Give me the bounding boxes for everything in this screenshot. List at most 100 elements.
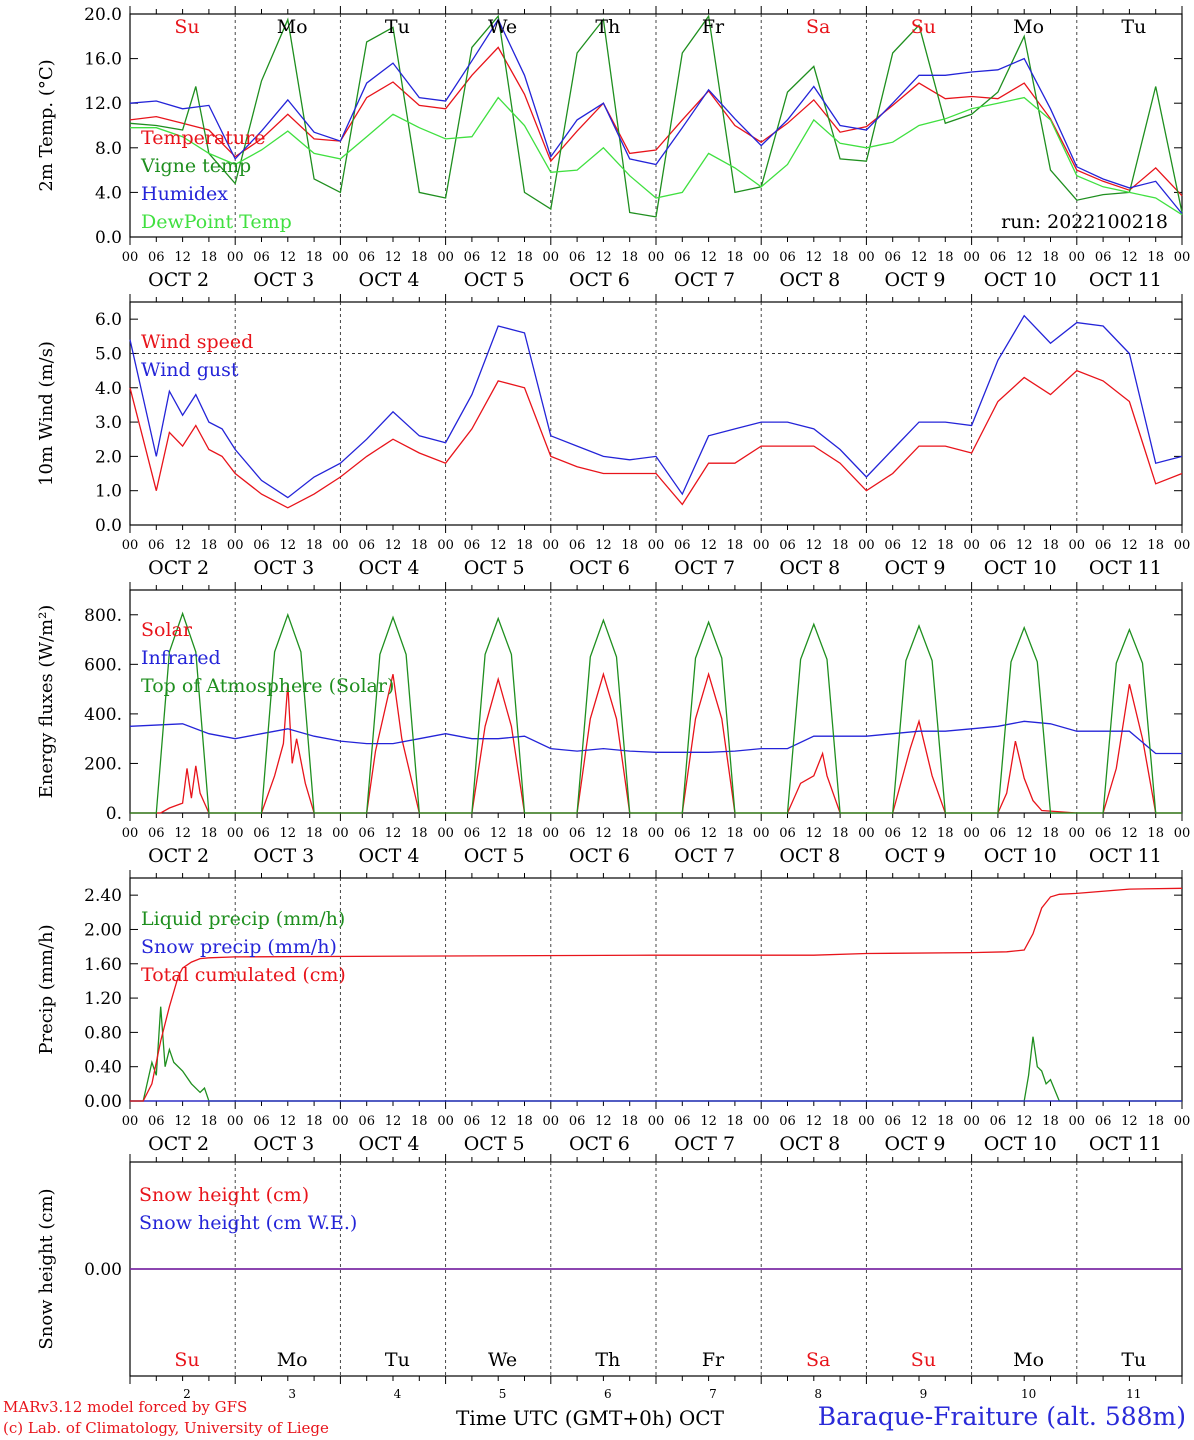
hour-tick-label: 12 <box>490 538 507 553</box>
hour-tick-label: 06 <box>358 1114 375 1129</box>
hour-tick-label: 00 <box>227 250 244 265</box>
bottom-day-number: 4 <box>394 1387 402 1401</box>
hour-tick-label: 18 <box>621 1114 638 1129</box>
hour-tick-label: 06 <box>1095 826 1112 841</box>
hour-tick-label: 18 <box>516 1114 533 1129</box>
hour-tick-label: 00 <box>332 826 349 841</box>
date-label: OCT 8 <box>779 1133 840 1155</box>
hour-tick-label: 12 <box>385 1114 402 1129</box>
date-label: OCT 6 <box>569 269 630 291</box>
hour-tick-label: 12 <box>280 826 297 841</box>
y-tick-label: 2.00 <box>84 920 122 940</box>
y-tick-label: 4.0 <box>95 183 122 203</box>
y-tick-label: 0.0 <box>95 228 122 248</box>
y-axis-label: Snow height (cm) <box>36 1188 57 1349</box>
y-tick-label: 600. <box>84 655 122 675</box>
y-tick-label: 1.20 <box>84 989 122 1009</box>
hour-tick-label: 18 <box>201 538 218 553</box>
hour-tick-label: 00 <box>122 826 139 841</box>
y-tick-label: 2.0 <box>95 447 122 467</box>
hour-tick-label: 18 <box>306 1114 323 1129</box>
y-tick-label: 4.0 <box>95 379 122 399</box>
hour-tick-label: 18 <box>832 538 849 553</box>
bottom-day-number: 2 <box>183 1387 191 1401</box>
date-label: OCT 2 <box>148 1133 209 1155</box>
date-label: OCT 11 <box>1089 1133 1162 1155</box>
hour-tick-label: 18 <box>1147 826 1164 841</box>
date-label: OCT 10 <box>984 557 1057 579</box>
hour-tick-label: 06 <box>674 826 691 841</box>
bottom-day-label: We <box>488 1349 517 1371</box>
hour-tick-label: 12 <box>280 538 297 553</box>
hour-tick-label: 12 <box>174 250 191 265</box>
hour-tick-label: 12 <box>806 538 823 553</box>
hour-tick-label: 06 <box>674 250 691 265</box>
bottom-day-number: 9 <box>920 1387 928 1401</box>
date-label: OCT 9 <box>885 557 946 579</box>
legend-entry: Infrared <box>141 647 221 669</box>
date-label: OCT 2 <box>148 557 209 579</box>
hour-tick-label: 06 <box>464 250 481 265</box>
date-label: OCT 2 <box>148 269 209 291</box>
hour-tick-label: 12 <box>385 250 402 265</box>
hour-tick-label: 06 <box>884 826 901 841</box>
hour-tick-label: 12 <box>385 826 402 841</box>
hour-tick-label: 06 <box>1095 1114 1112 1129</box>
hour-tick-label: 12 <box>806 826 823 841</box>
y-tick-label: 3.0 <box>95 413 122 433</box>
hour-tick-label: 06 <box>1095 538 1112 553</box>
date-label: OCT 10 <box>984 269 1057 291</box>
hour-tick-label: 00 <box>122 1114 139 1129</box>
hour-tick-label: 00 <box>963 250 980 265</box>
date-label: OCT 3 <box>253 1133 314 1155</box>
hour-tick-label: 06 <box>253 250 270 265</box>
hour-tick-label: 12 <box>595 538 612 553</box>
y-tick-label: 0.00 <box>84 1092 122 1112</box>
legend-entry: Top of Atmosphere (Solar) <box>141 675 394 697</box>
hour-tick-label: 18 <box>306 538 323 553</box>
hour-tick-label: 06 <box>148 1114 165 1129</box>
y-tick-label: 6.0 <box>95 310 122 330</box>
hour-tick-label: 18 <box>937 250 954 265</box>
hour-tick-label: 06 <box>358 538 375 553</box>
legend-entry: Wind speed <box>141 331 253 353</box>
top-day-label: Tu <box>385 16 410 38</box>
y-tick-label: 0.80 <box>84 1023 122 1043</box>
hour-tick-label: 12 <box>911 1114 928 1129</box>
hour-tick-label: 00 <box>753 1114 770 1129</box>
hour-tick-label: 00 <box>858 1114 875 1129</box>
top-day-label: Fr <box>702 16 725 38</box>
hour-tick-label: 06 <box>358 250 375 265</box>
hour-tick-label: 06 <box>569 826 586 841</box>
hour-tick-label: 00 <box>753 250 770 265</box>
series-line-top-of-atmosphere-solar- <box>130 611 1182 814</box>
date-label: OCT 4 <box>359 557 420 579</box>
panel-3: Energy fluxes (W/m²) <box>36 582 1183 821</box>
hour-tick-label: 00 <box>648 538 665 553</box>
y-tick-label: 8.0 <box>95 139 122 159</box>
top-day-label: Sa <box>806 16 830 38</box>
date-label: OCT 7 <box>674 557 735 579</box>
legend-entry: Wind gust <box>141 359 239 381</box>
legend-entry: Total cumulated (cm) <box>141 964 346 986</box>
hour-tick-label: 18 <box>516 250 533 265</box>
hour-tick-label: 12 <box>595 826 612 841</box>
hour-tick-label: 06 <box>884 250 901 265</box>
legend-entry: Snow height (cm W.E.) <box>139 1212 357 1234</box>
hour-tick-label: 00 <box>1069 538 1086 553</box>
hour-tick-label: 18 <box>201 826 218 841</box>
legend-entry: Humidex <box>141 183 228 205</box>
hour-tick-label: 18 <box>937 1114 954 1129</box>
hour-tick-label: 12 <box>174 538 191 553</box>
date-label: OCT 9 <box>885 845 946 867</box>
y-tick-label: 5.0 <box>95 344 122 364</box>
top-day-label: Tu <box>1121 16 1146 38</box>
hour-tick-label: 12 <box>280 1114 297 1129</box>
hour-tick-label: 06 <box>990 250 1007 265</box>
y-tick-label: 0. <box>106 804 122 824</box>
date-label: OCT 4 <box>359 1133 420 1155</box>
hour-tick-label: 00 <box>122 538 139 553</box>
hour-tick-label: 12 <box>1121 826 1138 841</box>
bottom-day-number: 11 <box>1126 1387 1141 1401</box>
date-label: OCT 6 <box>569 1133 630 1155</box>
